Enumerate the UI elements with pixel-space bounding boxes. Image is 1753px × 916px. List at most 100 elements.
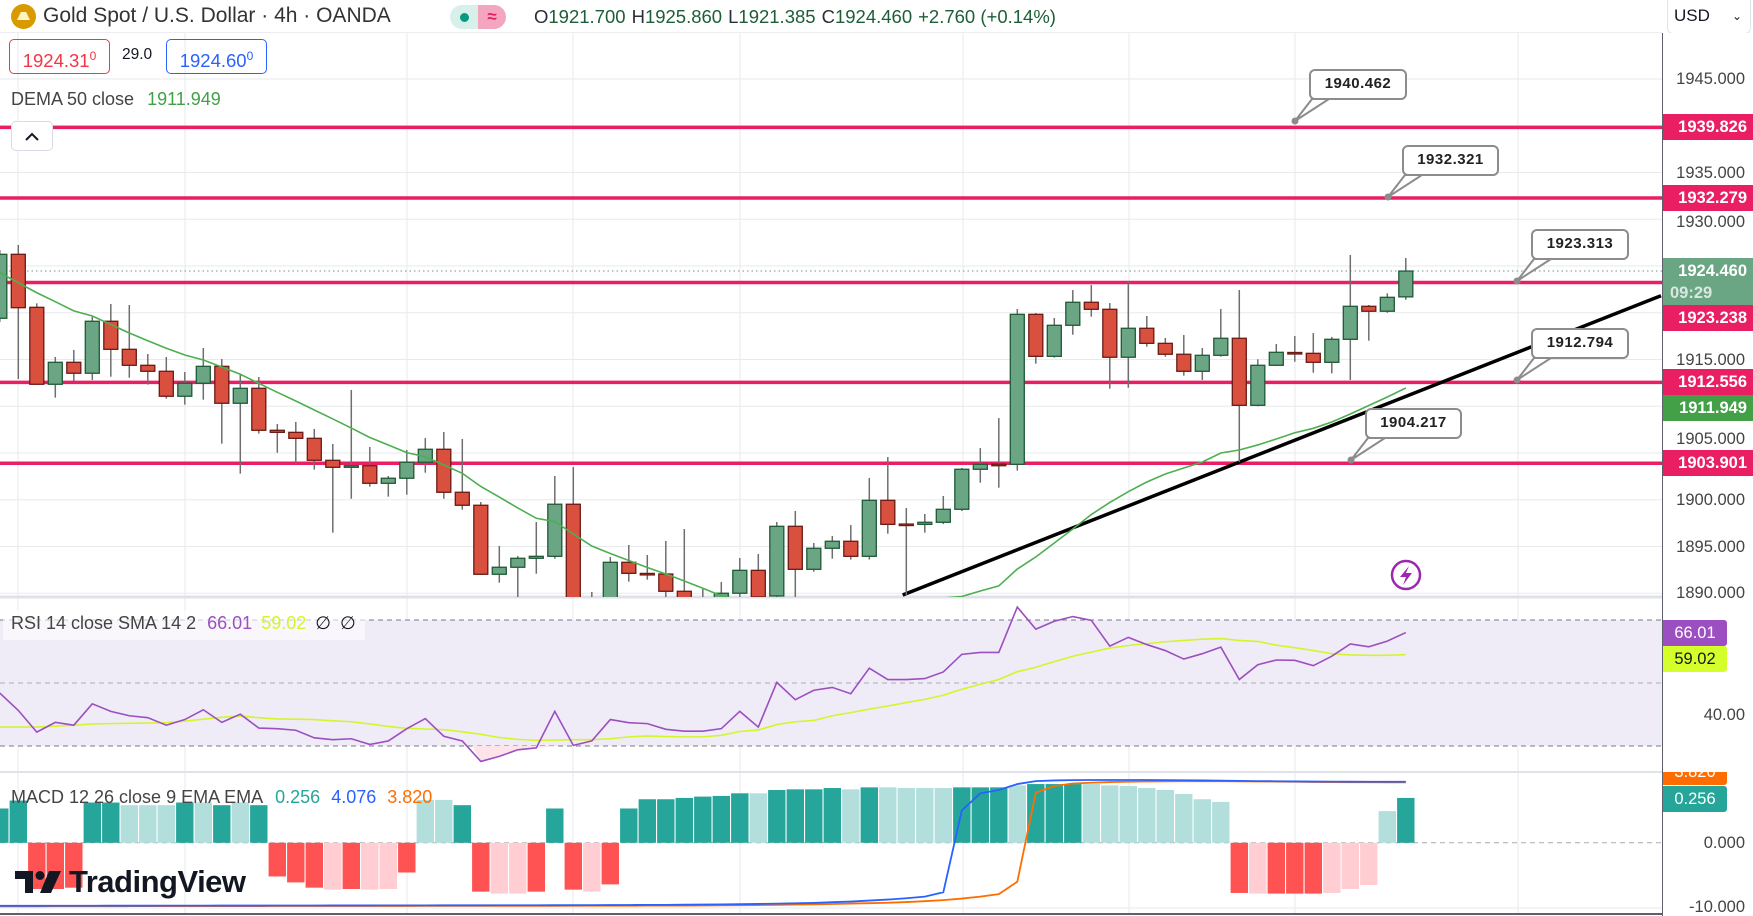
macd-histogram-bar (139, 805, 157, 843)
price-label-text: 1912.556 (1678, 373, 1747, 392)
candle-body (325, 459, 341, 468)
callout-anchor-dot[interactable] (1513, 376, 1521, 384)
candle-body (140, 364, 156, 372)
candle-body (214, 365, 230, 404)
candle (1139, 316, 1155, 347)
candle-body (473, 504, 489, 575)
candle (1046, 317, 1062, 358)
dema-legend[interactable]: DEMA 50 close 1911.949 (11, 88, 221, 110)
rsi-value-label: 59.02 (1663, 645, 1727, 672)
macd-histogram-bar (398, 842, 416, 873)
candle-body (880, 499, 896, 525)
candle (380, 476, 396, 497)
candle (1194, 347, 1210, 380)
price-callout[interactable]: 1940.462 (1309, 69, 1407, 100)
candle (1083, 284, 1099, 317)
price-pane[interactable] (0, 125, 1662, 623)
macd-histogram-bar (1341, 842, 1359, 889)
macd-histogram-bar (490, 842, 508, 894)
chevron-down-icon: ⌄ (1731, 9, 1742, 23)
macd-histogram-bar (1249, 842, 1267, 894)
dema-legend-label: DEMA 50 close (11, 89, 135, 109)
collapse-legend-button[interactable] (11, 121, 53, 151)
candle (806, 542, 822, 572)
lightning-icon[interactable] (1390, 559, 1422, 591)
macd-legend[interactable]: MACD 12 26 close 9 EMA EMA 0.256 4.076 3… (11, 786, 432, 808)
candle-body (602, 561, 618, 597)
candle (399, 450, 415, 495)
candle (10, 244, 26, 379)
candle (1157, 337, 1173, 357)
price-callout[interactable]: 1912.794 (1531, 328, 1629, 359)
rsi-legend-extra-1: ∅ (315, 613, 331, 633)
macd-label-area: 3.820 0.256 (1663, 772, 1753, 892)
candle-body (1342, 305, 1358, 340)
macd-pane[interactable] (0, 779, 1662, 908)
price-callout[interactable]: 1932.321 (1402, 145, 1499, 176)
buy-button[interactable]: 1924.600 (166, 39, 267, 74)
macd-histogram-bar (657, 799, 675, 843)
macd-histogram-bar (472, 842, 490, 892)
ohlc-readout: O1921.700 H1925.860 L1921.385 C1924.460 +2.7… (534, 4, 1062, 30)
macd-histogram-bar (1230, 842, 1248, 893)
macd-line (0, 779, 1406, 907)
rsi-legend-value: 66.01 (207, 613, 253, 633)
macd-line-legend-value: 4.076 (331, 787, 377, 807)
sell-button[interactable]: 1924.310 (9, 39, 110, 74)
currency-dropdown[interactable]: USD ⌄ (1667, 0, 1751, 34)
callout-anchor-dot[interactable] (1347, 456, 1355, 464)
macd-histogram-bar (638, 799, 656, 843)
callout-anchor-dot[interactable] (1384, 193, 1392, 201)
candle-body (547, 503, 563, 557)
candle-body (639, 572, 655, 576)
tradingview-logo[interactable]: TradingView (15, 864, 246, 900)
candle-body (750, 569, 766, 597)
candle-body (935, 508, 951, 523)
candle (343, 389, 359, 499)
bar-countdown: 09:29 (1670, 284, 1713, 303)
low-value: L1921.385 (728, 6, 816, 27)
candle-body (510, 557, 526, 568)
candle-body (1157, 342, 1173, 355)
candle-body (177, 382, 193, 397)
price-label-text: 1939.826 (1678, 118, 1747, 137)
candle (1287, 336, 1303, 362)
candle-body (585, 603, 599, 612)
macd-histogram-bar (805, 789, 823, 843)
candle-body (787, 525, 803, 570)
macd-histogram-bar (342, 842, 360, 889)
macd-histogram-bar (416, 799, 434, 843)
macd-histogram-bar (860, 787, 878, 843)
macd-histogram-bar (287, 842, 305, 883)
macd-histogram-bar (1082, 784, 1100, 843)
candle (898, 507, 914, 596)
rsi-legend[interactable]: RSI 14 close SMA 14 2 66.01 59.02 ∅ ∅ (11, 612, 356, 634)
chevron-up-icon (25, 132, 39, 141)
callout-anchor-dot[interactable] (1513, 277, 1521, 285)
macd-histogram-bar (1267, 842, 1285, 894)
macd-histogram-bar (583, 842, 601, 892)
macd-histogram-bar (620, 808, 638, 843)
candle (0, 250, 8, 323)
callout-anchor-dot[interactable] (1291, 117, 1299, 125)
price-callout[interactable]: 1904.217 (1365, 408, 1462, 439)
candle-body (1250, 364, 1266, 406)
macd-histogram-bar (712, 795, 730, 843)
status-pill[interactable]: ≈ (450, 5, 506, 29)
rsi-legend-background (3, 610, 365, 640)
rsi-pane[interactable] (0, 605, 1662, 763)
candle-body (103, 320, 119, 350)
price-callout[interactable]: 1923.313 (1531, 229, 1629, 260)
candle-body (1268, 351, 1284, 366)
change-value: +2.760 (+0.14%) (918, 6, 1056, 27)
candle-body (1213, 337, 1229, 356)
price-label: 1903.901 (1663, 450, 1753, 477)
candle-body (1361, 305, 1377, 312)
candle-body (380, 477, 396, 484)
candle (510, 556, 526, 597)
candle (1268, 343, 1284, 367)
symbol-title[interactable]: Gold Spot / U.S. Dollar · 4h · OANDA (43, 4, 391, 27)
buy-price-sup: 0 (246, 49, 254, 63)
price-axis[interactable]: 1945.000 1935.000 1930.000 1915.000 1905.000… (1662, 33, 1753, 916)
chart-canvas[interactable] (0, 0, 1662, 916)
